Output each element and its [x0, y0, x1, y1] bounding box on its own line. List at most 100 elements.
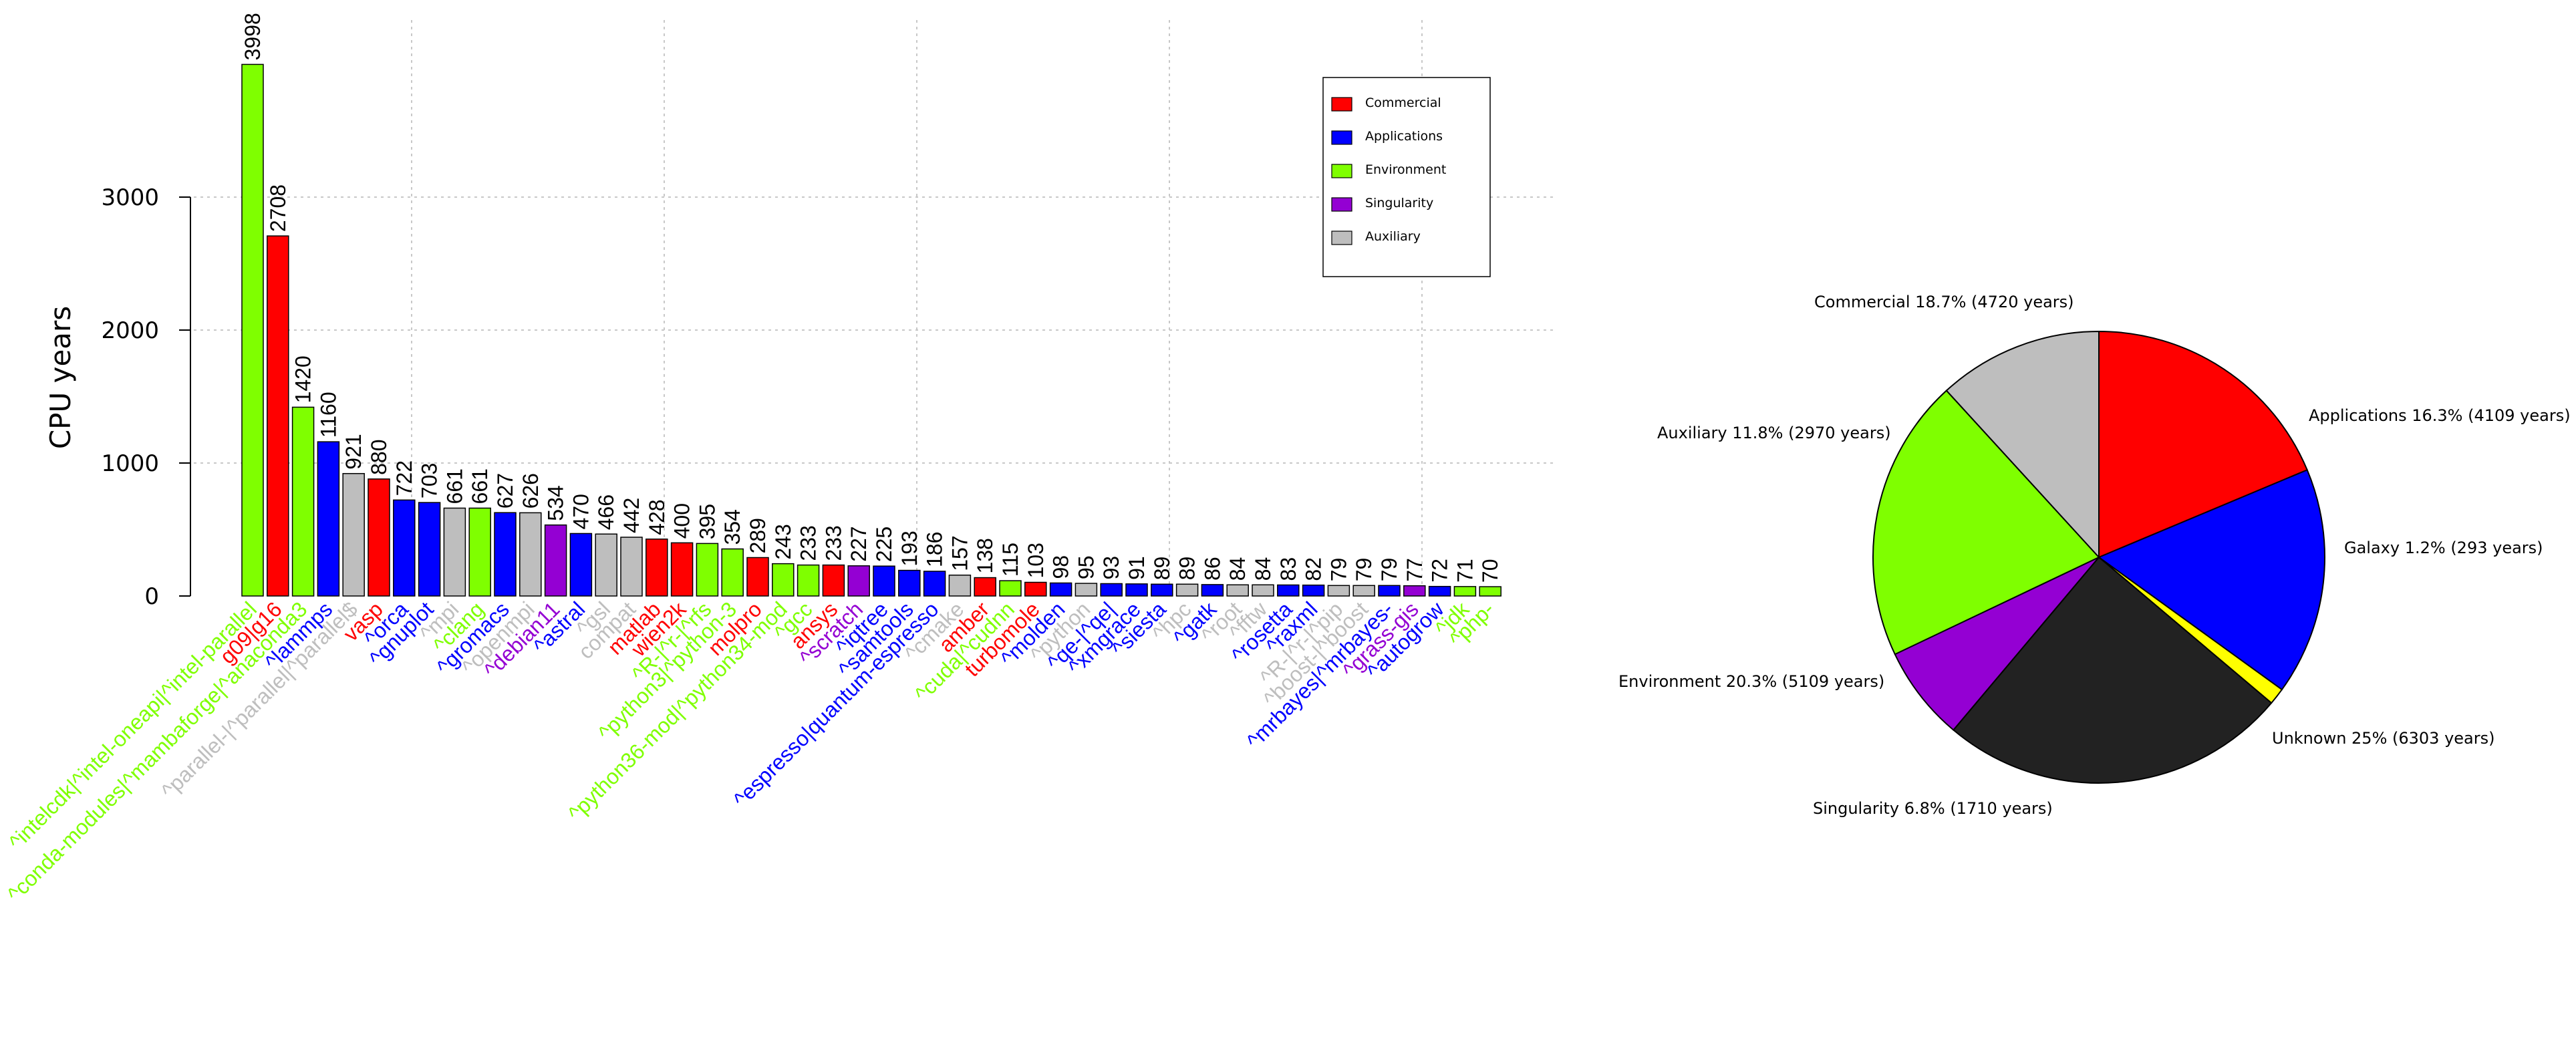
bar [898, 569, 921, 597]
pie-slice [1872, 390, 2100, 655]
bar-value-label: 71 [1453, 559, 1477, 583]
bar [569, 533, 593, 597]
bar [317, 441, 340, 597]
bar-value-label: 921 [341, 434, 366, 469]
bar-value-label: 233 [797, 525, 821, 561]
bar-value-label: 880 [367, 439, 391, 474]
bar [646, 539, 668, 597]
bar-value-label: 193 [897, 531, 921, 566]
bar-value-label: 400 [670, 503, 694, 539]
bar-value-label: 103 [1024, 543, 1048, 578]
y-axis-tick-label: 1000 [101, 450, 159, 477]
bar [1479, 586, 1501, 597]
bar [1075, 583, 1098, 597]
legend-swatch [1331, 164, 1352, 178]
bar [418, 502, 441, 597]
bar-value-label: 1420 [291, 355, 315, 403]
bar-value-label: 115 [998, 543, 1022, 577]
bar-value-label: 89 [1150, 557, 1174, 581]
bar-value-label: 98 [1049, 555, 1073, 579]
y-axis-tick-label: 3000 [101, 184, 159, 211]
bar-value-label: 2708 [266, 184, 290, 232]
bar-value-label: 77 [1403, 558, 1427, 582]
bar-chart-y-axis: 0 1000 2000 3000 [101, 184, 191, 610]
pie-slice-label: Unknown 25% (6303 years) [2272, 729, 2495, 748]
bar [721, 548, 744, 597]
bar [494, 512, 517, 597]
pie-slice [2098, 330, 2309, 559]
bar-value-label: 84 [1226, 557, 1250, 581]
pie-slice [1945, 330, 2100, 559]
pie-slice-label: Applications 16.3% (4109 years) [2309, 406, 2571, 425]
bar-value-label: 661 [442, 468, 466, 504]
bar-value-label: 225 [872, 527, 896, 562]
bar [620, 537, 643, 597]
bar-chart-bars [241, 63, 1501, 597]
bar [948, 575, 972, 597]
legend-swatch [1331, 130, 1352, 145]
bar [241, 63, 264, 597]
bar [1175, 583, 1199, 597]
bar [291, 406, 315, 597]
pie-slice-label: Singularity 6.8% (1710 years) [1813, 799, 2053, 818]
bar [1100, 583, 1123, 597]
y-axis-tick-label: 2000 [101, 317, 159, 344]
bar-value-label: 470 [569, 494, 593, 529]
bar-value-label: 86 [1200, 557, 1224, 581]
bar [368, 478, 390, 597]
pie-chart-slices [1872, 330, 2325, 784]
bar [1453, 586, 1477, 597]
legend-entry-label: Applications [1365, 129, 1443, 144]
bar-value-label: 722 [392, 460, 416, 496]
bar [342, 472, 365, 597]
bar-value-label: 233 [821, 525, 845, 561]
bar [267, 235, 289, 597]
bar [670, 542, 694, 597]
bar-value-label: 72 [1428, 559, 1452, 583]
bar-chart-y-axis-title: CPU years [44, 306, 77, 449]
bar-value-label: 79 [1326, 558, 1350, 582]
bar [1049, 582, 1072, 597]
bar [1226, 584, 1249, 597]
bar-value-label: 95 [1074, 556, 1098, 580]
bar [1125, 583, 1148, 597]
bar-value-label: 661 [468, 468, 492, 504]
legend-swatch [1331, 231, 1352, 245]
bar-value-label: 534 [544, 485, 568, 520]
bar-value-label: 227 [847, 526, 871, 561]
bar-value-label: 1160 [316, 392, 340, 438]
bar-value-label: 703 [418, 463, 442, 498]
legend-swatch [1331, 197, 1352, 212]
pie-chart-labels: Commercial 18.7% (4720 years) Application… [1618, 293, 2571, 818]
bar [746, 557, 769, 597]
bar-value-label: 91 [1125, 556, 1149, 580]
bar [847, 565, 870, 597]
bar-value-label: 627 [493, 473, 517, 508]
bar [1403, 585, 1426, 597]
bar [923, 571, 946, 597]
bar [822, 564, 845, 597]
bar-value-label: 354 [720, 509, 744, 545]
bar [1428, 585, 1451, 597]
bar [772, 563, 795, 597]
bar [1352, 585, 1375, 597]
y-axis-tick-label: 0 [144, 583, 159, 610]
pie-slice-label: Auxiliary 11.8% (2970 years) [1657, 424, 1891, 442]
bar-value-label: 3998 [241, 13, 265, 60]
bar [1201, 584, 1224, 597]
bar-value-label: 79 [1352, 558, 1376, 582]
bar [1378, 585, 1401, 597]
bar [1024, 581, 1047, 597]
bar [443, 507, 466, 597]
bar [1151, 583, 1173, 597]
bar [544, 524, 567, 597]
bar-chart-legend: Commercial Applications Environment Singula… [1322, 77, 1491, 277]
bar-value-label: 82 [1302, 557, 1326, 581]
bar [468, 507, 491, 597]
legend-entry-label: Commercial [1365, 96, 1441, 110]
pie-slice-label: Commercial 18.7% (4720 years) [1814, 293, 2074, 311]
pie-slice [2097, 469, 2325, 691]
bar-value-label: 89 [1175, 557, 1199, 581]
